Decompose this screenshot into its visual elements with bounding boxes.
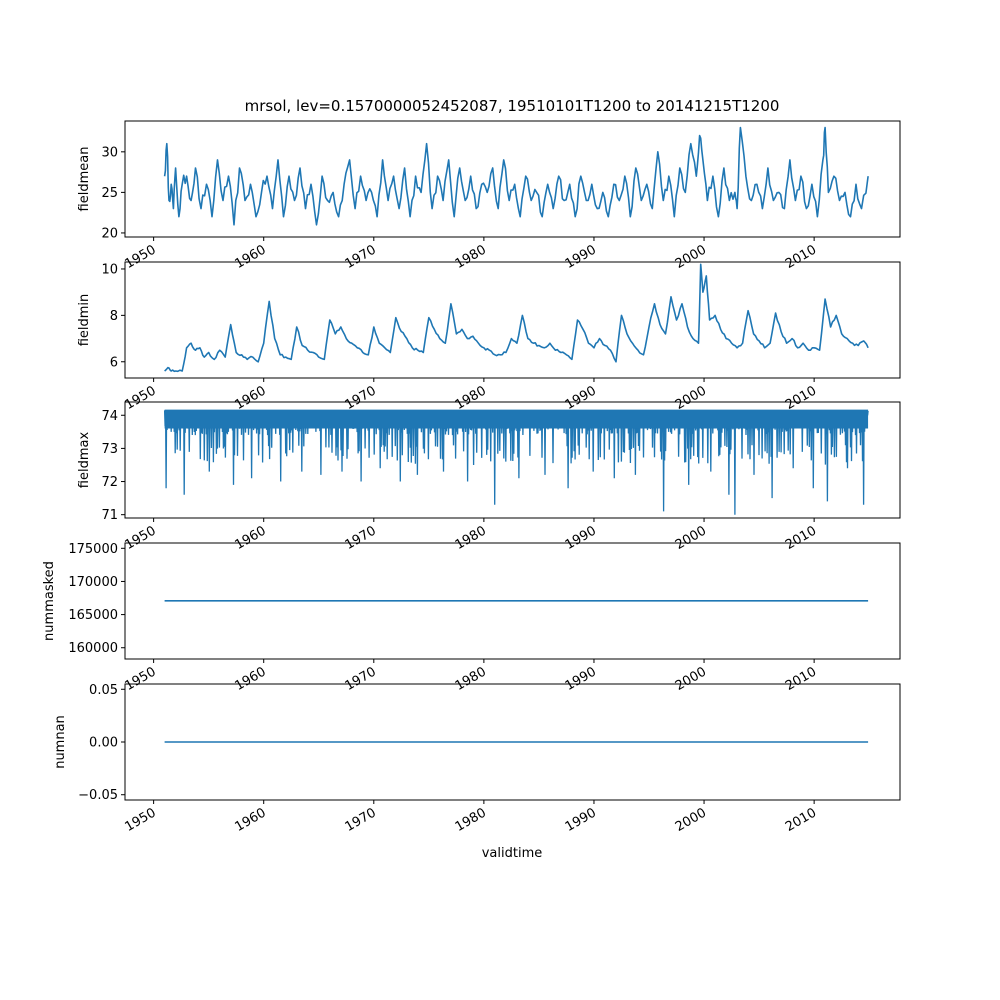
y-tick-label-fieldmax: 72 — [101, 475, 118, 490]
y-tick-label-numnan: 0.05 — [89, 683, 118, 698]
axes-frame-fieldmean — [124, 120, 901, 238]
series-line-fieldmin — [164, 263, 869, 373]
y-tick-label-fieldmin: 6 — [110, 355, 118, 370]
axes-frame-nummasked — [124, 542, 901, 660]
y-tick-label-fieldmin: 10 — [101, 262, 118, 277]
y-tick-label-numnan: −0.05 — [78, 788, 118, 803]
y-axis-label-fieldmean: fieldmean — [77, 147, 92, 212]
y-tick-label-numnan: 0.00 — [89, 736, 118, 751]
y-tick-label-fieldmean: 25 — [101, 186, 118, 201]
x-axis-label: validtime — [482, 846, 543, 861]
y-tick-label-nummasked: 160000 — [68, 641, 118, 656]
y-tick-label-fieldmax: 71 — [101, 508, 118, 523]
figure-title: mrsol, lev=0.1570000052452087, 19510101T… — [245, 97, 780, 115]
y-tick-label-nummasked: 165000 — [68, 608, 118, 623]
y-tick-label-nummasked: 175000 — [68, 542, 118, 557]
y-axis-label-nummasked: nummasked — [42, 561, 57, 641]
series-dense-band-fieldmax — [164, 409, 869, 429]
y-tick-label-fieldmean: 30 — [101, 145, 118, 160]
axes-frame-fieldmax — [124, 401, 901, 519]
y-axis-label-numnan: numnan — [53, 715, 68, 769]
y-tick-label-fieldmin: 8 — [110, 309, 118, 324]
y-tick-label-fieldmax: 74 — [101, 409, 118, 424]
y-axis-label-fieldmax: fieldmax — [77, 432, 92, 489]
series-line-fieldmean — [163, 126, 869, 226]
y-axis-label-fieldmin: fieldmin — [77, 294, 92, 347]
y-tick-label-fieldmean: 20 — [101, 226, 118, 241]
y-tick-label-fieldmax: 73 — [101, 442, 118, 457]
y-tick-label-nummasked: 170000 — [68, 575, 118, 590]
axes-frame-fieldmin — [124, 261, 901, 379]
